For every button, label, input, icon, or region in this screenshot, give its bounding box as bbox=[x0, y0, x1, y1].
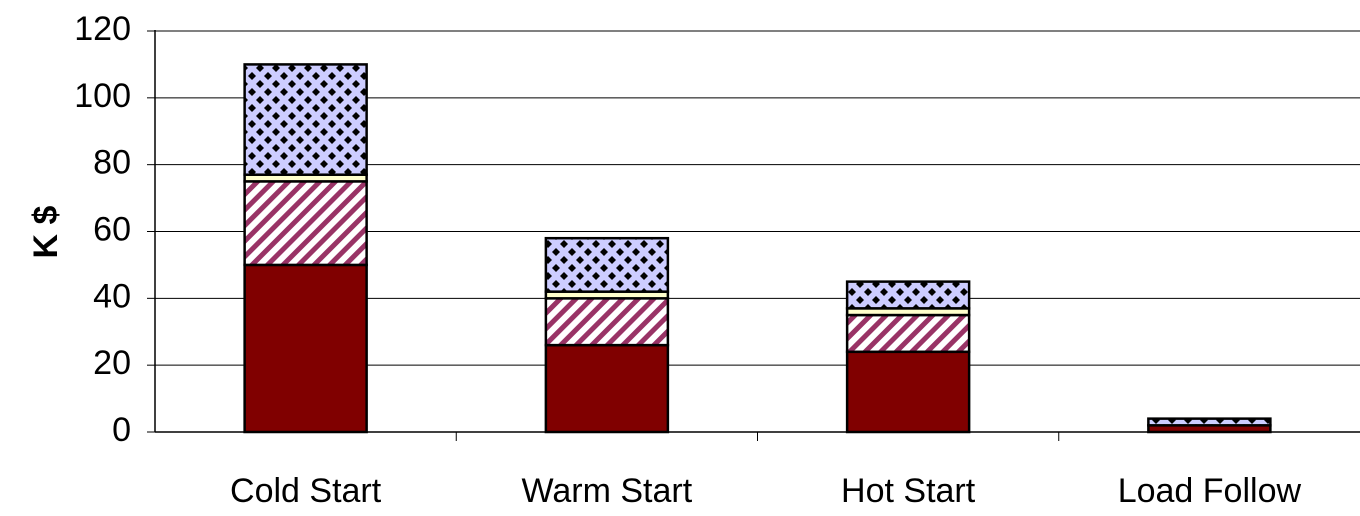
y-tick-label: 80 bbox=[93, 144, 131, 182]
y-tick-label: 120 bbox=[74, 10, 131, 48]
x-category-label: Cold Start bbox=[230, 472, 382, 510]
bar-segment-4 bbox=[1147, 417, 1272, 427]
labels: 0 20 40 60 80 100 120 Cold Start Warm Start Hot S… bbox=[74, 10, 1301, 510]
y-tick-label: 40 bbox=[93, 277, 131, 315]
bars bbox=[243, 63, 1272, 434]
bar-segment-4 bbox=[845, 280, 971, 310]
y-tick-label: 60 bbox=[93, 210, 131, 248]
axes bbox=[147, 30, 1360, 441]
x-category-label: Warm Start bbox=[522, 472, 693, 510]
y-tick-label: 20 bbox=[93, 344, 131, 382]
bar-segment-4 bbox=[243, 63, 368, 176]
bar-segment-2 bbox=[845, 313, 971, 354]
bar-segment-2 bbox=[544, 297, 670, 347]
bar-segment-1 bbox=[243, 263, 368, 434]
bar-segment-4 bbox=[544, 236, 670, 293]
y-tick-label: 0 bbox=[112, 411, 131, 449]
x-category-label: Hot Start bbox=[841, 472, 976, 510]
bar-segment-1 bbox=[544, 343, 670, 434]
bar-segment-1 bbox=[845, 350, 971, 434]
y-tick-label: 100 bbox=[74, 77, 131, 115]
bar-segment-2 bbox=[243, 180, 368, 267]
x-category-label: Load Follow bbox=[1118, 472, 1302, 510]
y-axis-label: K $ bbox=[27, 205, 65, 258]
